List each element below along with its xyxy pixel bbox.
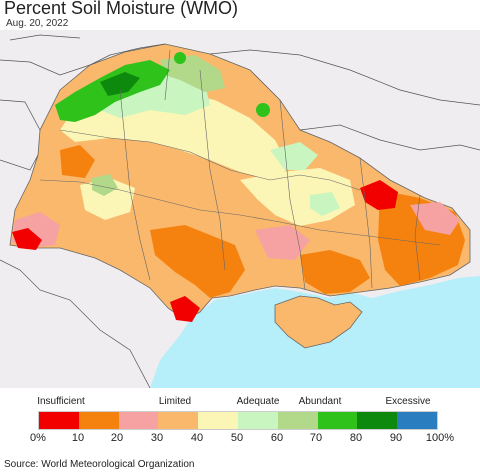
legend-tick: 10 — [71, 432, 85, 444]
legend-label-insufficient: Insufficient — [37, 396, 85, 407]
map-title: Percent Soil Moisture (WMO) — [4, 0, 239, 18]
legend-swatch — [78, 412, 119, 429]
legend-tick: 60 — [270, 432, 284, 444]
limited-zone-south — [150, 225, 245, 298]
moist-zone-southeast — [310, 192, 340, 216]
high-moisture-spot — [256, 103, 270, 117]
legend-tick: 20 — [110, 432, 124, 444]
crimea — [274, 295, 363, 349]
dry-zone-pink-center — [255, 225, 310, 260]
abundant-zone-west — [92, 174, 118, 196]
legend-label-limited: Limited — [158, 396, 192, 407]
insufficient-zone-east — [360, 180, 398, 210]
legend-tick: 70 — [309, 432, 323, 444]
high-moisture-spot-2 — [174, 52, 186, 64]
abundant-zone-north — [160, 55, 225, 92]
legend-ticks: 0% 10 20 30 40 50 60 70 80 90 100% — [0, 432, 480, 446]
legend-tick: 50 — [230, 432, 244, 444]
oblast-borders — [39, 49, 441, 291]
legend-swatch — [158, 412, 199, 429]
legend-tick: 40 — [190, 432, 204, 444]
dry-zone-pink-east — [410, 202, 460, 235]
soil-moisture-map — [0, 30, 480, 388]
insufficient-zone-west — [12, 228, 42, 250]
legend-color-bar — [38, 411, 438, 430]
legend-tick: 100% — [425, 432, 455, 444]
legend-label-excessive: Excessive — [385, 396, 431, 407]
moist-zone-east — [270, 142, 318, 170]
legend-tick: 80 — [349, 432, 363, 444]
very-high-moisture-zone — [100, 72, 140, 96]
legend-tick: 0% — [30, 432, 46, 444]
legend-swatch — [118, 412, 159, 429]
map-date: Aug. 20, 2022 — [6, 18, 69, 29]
country-borders — [0, 34, 480, 388]
legend-swatch — [277, 412, 318, 429]
insufficient-zone-southwest — [170, 296, 200, 322]
limited-zone-southeast — [300, 250, 370, 294]
legend-label-adequate: Adequate — [236, 396, 280, 407]
legend-tick: 30 — [150, 432, 164, 444]
legend-swatch — [237, 412, 278, 429]
legend-tick: 90 — [389, 432, 403, 444]
legend-swatch — [397, 412, 437, 429]
legend-swatch — [39, 412, 79, 429]
legend-swatch — [198, 412, 238, 429]
source-credit: Source: World Meteorological Organizatio… — [4, 459, 195, 470]
legend-swatch — [317, 412, 358, 429]
legend-swatch — [357, 412, 398, 429]
legend-category-labels: Insufficient Limited Adequate Abundant E… — [0, 396, 480, 410]
limited-zone-north — [60, 145, 95, 178]
legend-label-abundant: Abundant — [298, 396, 342, 407]
